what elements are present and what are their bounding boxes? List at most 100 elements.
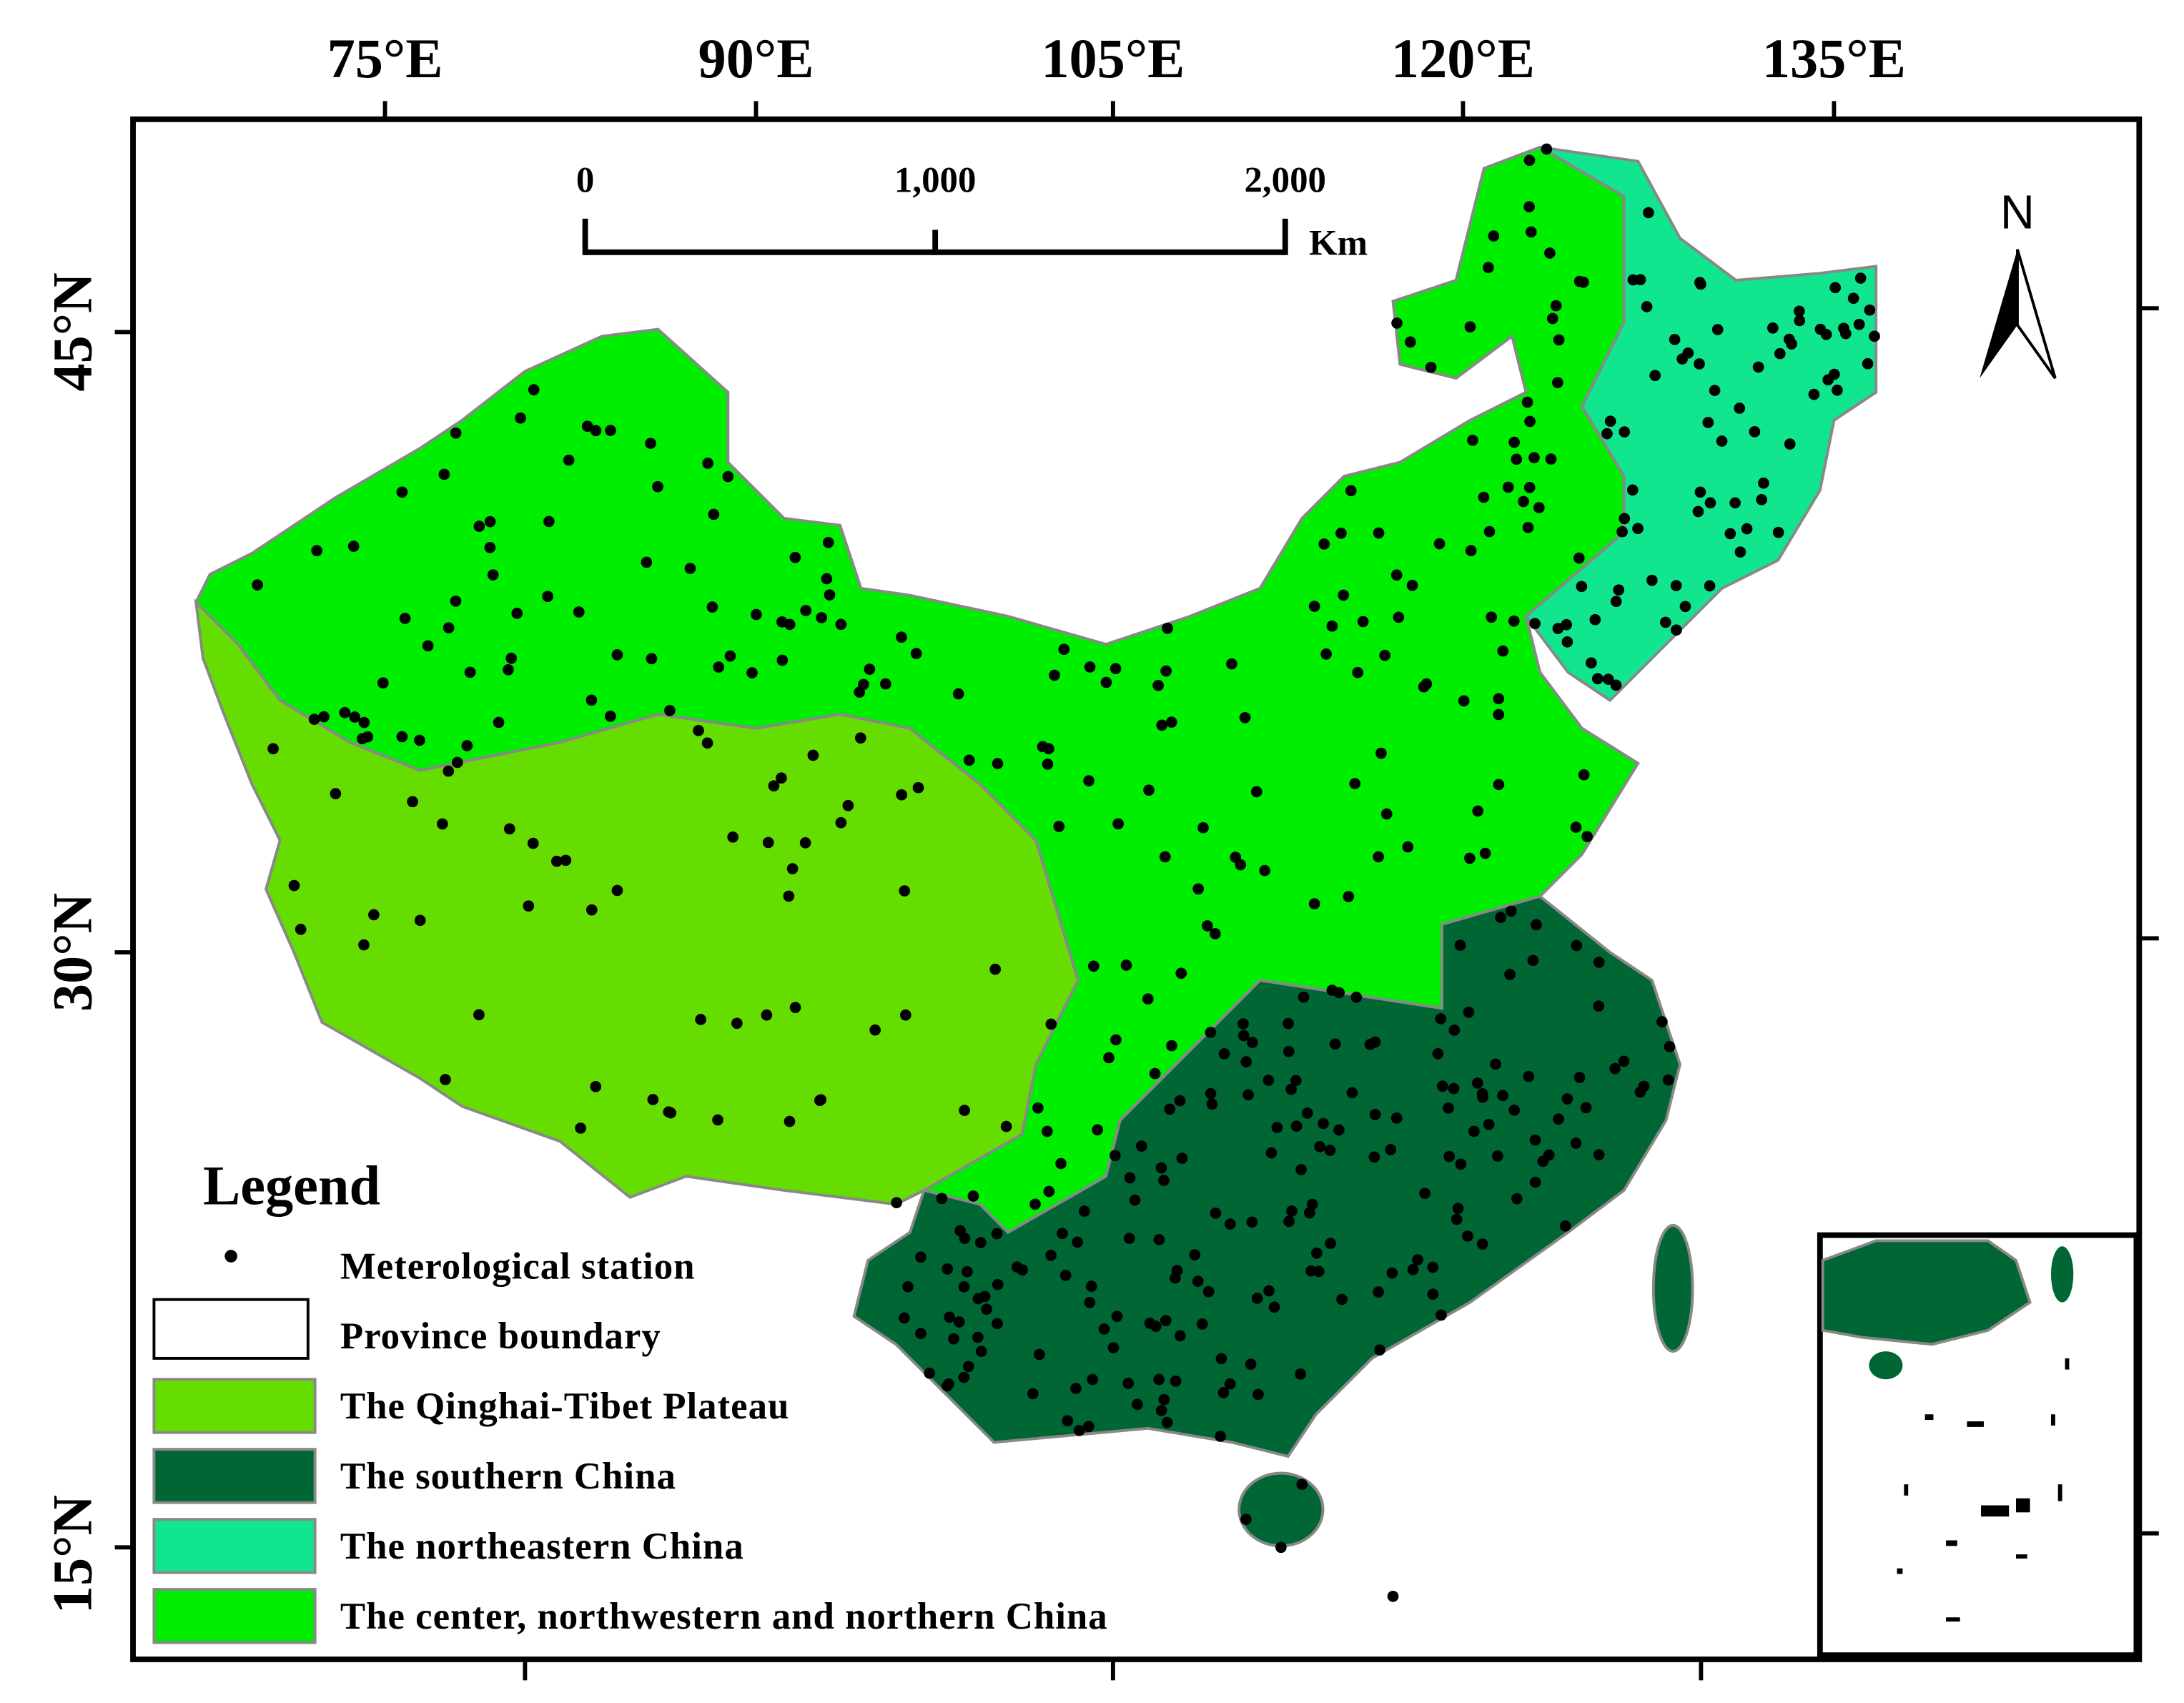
station-dot (1215, 1353, 1227, 1365)
station-dot (590, 425, 602, 437)
station-dot (573, 606, 585, 618)
station-dot (1452, 1203, 1464, 1215)
station-dot (915, 1328, 927, 1340)
station-dot (722, 470, 734, 483)
station-dot (727, 831, 739, 843)
station-dot (1679, 601, 1691, 613)
station-dot (1385, 1144, 1397, 1155)
station-dot (1464, 321, 1476, 333)
station-dot (1159, 851, 1171, 863)
station-dot (1427, 1288, 1439, 1300)
station-dot (1053, 821, 1065, 832)
station-dot (974, 1237, 987, 1248)
station-dot (1593, 1149, 1605, 1161)
regions (194, 145, 1878, 1548)
station-dot (1124, 1172, 1136, 1184)
station-dot (505, 652, 518, 664)
station-dot (1390, 1112, 1403, 1124)
station-dot (1847, 292, 1859, 305)
station-dot (647, 1094, 659, 1105)
legend-swatch (152, 1518, 317, 1574)
station-dot (1369, 1036, 1381, 1048)
station-dot (693, 724, 704, 736)
station-dot (1218, 1047, 1230, 1060)
station-dot (706, 601, 718, 613)
station-dot (953, 1316, 965, 1328)
station-dot (1497, 645, 1509, 657)
ticks (114, 101, 2159, 1681)
station-dot (1210, 928, 1221, 939)
station-dot (1432, 1047, 1444, 1060)
island-taiwan (1651, 1223, 1694, 1353)
station-dot (1641, 301, 1653, 312)
scale-label: 2,000 (1244, 161, 1326, 201)
station-dot (910, 648, 922, 659)
station-dot (493, 716, 505, 729)
station-dot (473, 520, 485, 532)
station-dot (1271, 1122, 1283, 1133)
station-dot (1573, 1072, 1586, 1083)
lon-label: 75°E (327, 27, 443, 89)
station-dot (1573, 552, 1585, 564)
legend-label: Province boundary (340, 1315, 661, 1357)
station-dot (1593, 957, 1605, 968)
station-dot (288, 879, 300, 892)
station-dot (585, 694, 598, 706)
station-dot (762, 836, 774, 849)
lat-label: 45°N (41, 272, 103, 391)
station-dot (1477, 1091, 1488, 1103)
station-dot (1263, 1075, 1275, 1086)
station-dot (1153, 1234, 1165, 1245)
station-dot (1210, 1208, 1222, 1219)
station-dot (1132, 1398, 1143, 1411)
scale-label: 0 (576, 161, 594, 201)
legend-label: Meterological station (340, 1245, 696, 1287)
station-dot (1283, 1017, 1294, 1030)
station-dot (437, 818, 448, 830)
station-dot (414, 734, 425, 746)
station-dot (362, 731, 374, 743)
station-dot (1205, 1087, 1217, 1100)
station-dot (1160, 1315, 1172, 1326)
station-dot (975, 1346, 987, 1357)
station-dot (712, 1114, 723, 1126)
station-dot (1820, 328, 1832, 340)
station-dot (1042, 758, 1054, 770)
station-dot (822, 536, 834, 548)
station-dot (1511, 1193, 1523, 1205)
station-dot (1437, 1080, 1448, 1092)
station-dot (1247, 1037, 1258, 1048)
station-dot (1541, 143, 1553, 155)
station-dot (684, 563, 696, 574)
station-dot (1333, 1124, 1345, 1136)
station-dot (1239, 711, 1251, 724)
station-dot (1197, 821, 1209, 834)
station-dot (1045, 1249, 1057, 1261)
station-dot (944, 1311, 955, 1323)
station-dot (511, 608, 523, 619)
station-dot (854, 732, 866, 744)
station-dot (1156, 719, 1168, 731)
inset-hainan (1869, 1351, 1903, 1380)
station-dot (1561, 618, 1573, 631)
station-dot (1468, 1125, 1480, 1137)
station-dot (783, 890, 795, 902)
station-dot (1634, 1086, 1646, 1098)
station-dot (1573, 275, 1586, 287)
station-dot (1523, 201, 1535, 213)
station-dot (1045, 1018, 1057, 1030)
station-dot (1443, 1102, 1454, 1114)
station-dot (959, 1105, 970, 1116)
station-dot (1656, 1016, 1668, 1027)
station-dot (1226, 658, 1237, 670)
station-dot (1711, 324, 1724, 335)
station-dot (1062, 1415, 1074, 1427)
station-dot (1373, 527, 1385, 539)
station-dot (1310, 1247, 1323, 1259)
station-dot (1268, 1301, 1280, 1313)
station-dot (1613, 584, 1625, 596)
station-dot (560, 854, 572, 867)
station-dot (807, 749, 819, 761)
